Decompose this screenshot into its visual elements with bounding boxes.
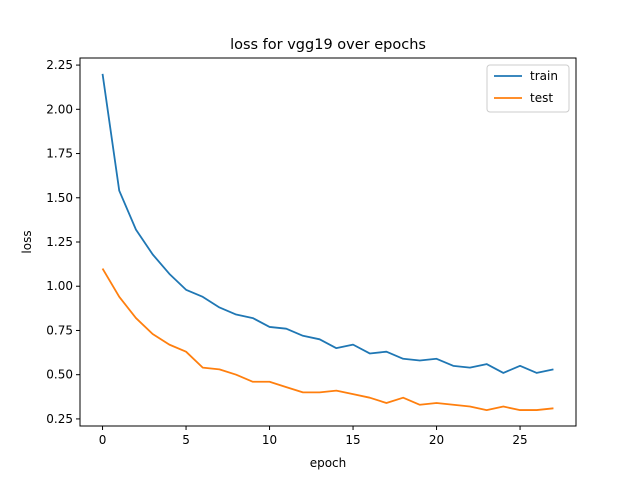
x-tick-label: 10 xyxy=(262,433,277,447)
plot-area xyxy=(79,57,577,427)
y-tick-label: 1.50 xyxy=(46,191,73,205)
y-tick-label: 1.75 xyxy=(46,147,73,161)
y-tick-label: 1.25 xyxy=(46,235,73,249)
legend: train test xyxy=(486,64,570,113)
y-tick-label: 2.00 xyxy=(46,102,73,116)
x-axis-label: epoch xyxy=(310,456,347,470)
series-line-test xyxy=(101,268,554,411)
y-tick-label: 0.75 xyxy=(46,323,73,337)
x-tick-label: 0 xyxy=(99,433,107,447)
axes-frame xyxy=(79,57,577,427)
x-tick-label: 20 xyxy=(429,433,444,447)
y-tick-label: 0.50 xyxy=(46,368,73,382)
chart-title: loss for vgg19 over epochs xyxy=(230,37,426,53)
legend-label-train: train xyxy=(530,69,558,83)
y-tick-label: 1.00 xyxy=(46,279,73,293)
x-tick-label: 25 xyxy=(512,433,527,447)
series-lines xyxy=(101,73,554,411)
x-tick-label: 15 xyxy=(345,433,360,447)
y-tick-label: 0.25 xyxy=(46,412,73,426)
y-axis-label: loss xyxy=(20,230,34,253)
y-tick-label: 2.25 xyxy=(46,58,73,72)
x-axis-ticks: 0 5 10 15 20 25 xyxy=(99,426,528,447)
legend-label-test: test xyxy=(530,91,553,105)
x-tick-label: 5 xyxy=(182,433,190,447)
series-line-train xyxy=(101,73,554,374)
y-axis-ticks: 0.25 0.50 0.75 1.00 1.25 1.50 1.75 2.00 2.25 xyxy=(46,58,80,426)
